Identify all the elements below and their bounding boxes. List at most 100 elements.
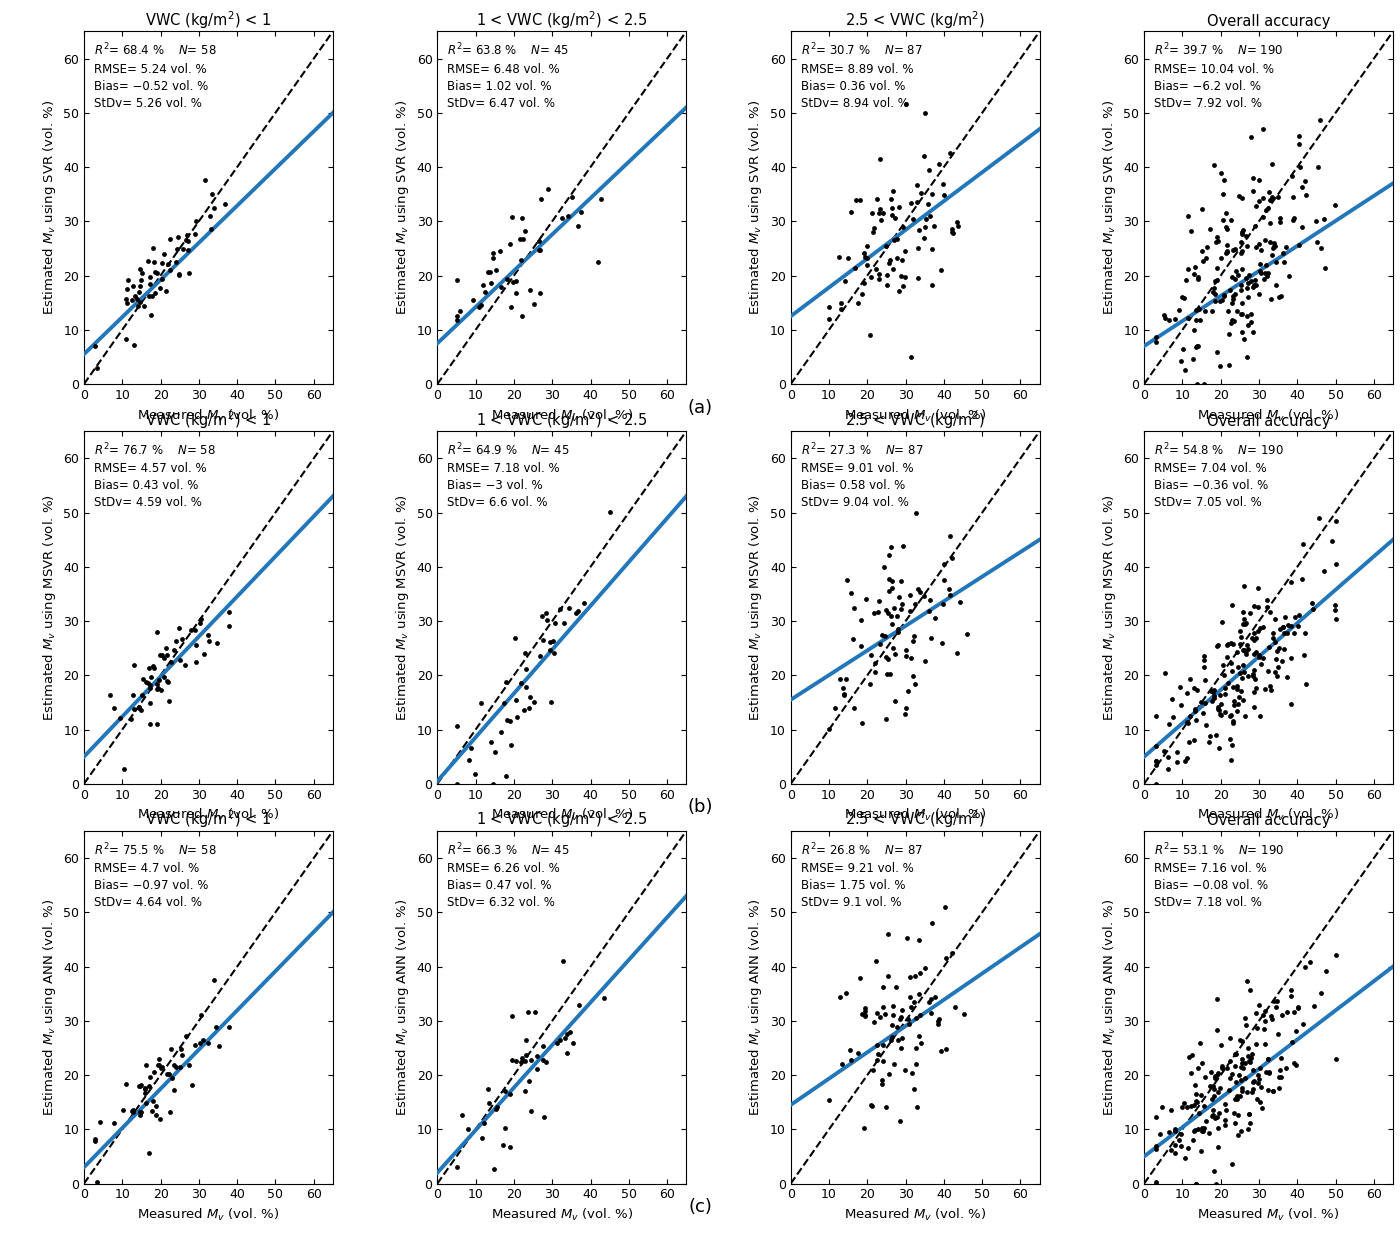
X-axis label: Measured $M_{v}$ (vol. %): Measured $M_{v}$ (vol. %) xyxy=(1197,807,1340,823)
Point xyxy=(1294,622,1316,642)
Point xyxy=(1273,252,1295,272)
Point xyxy=(1231,1121,1253,1141)
Point xyxy=(494,1118,517,1138)
Point xyxy=(1193,650,1215,670)
Point xyxy=(864,218,886,238)
Point xyxy=(1187,300,1210,320)
Point xyxy=(561,1032,584,1053)
Point xyxy=(1236,273,1259,293)
Point xyxy=(1246,1089,1268,1109)
Point xyxy=(930,259,952,279)
Point xyxy=(463,764,486,784)
Point xyxy=(1235,225,1257,246)
Point xyxy=(1243,682,1266,703)
Point xyxy=(1165,1143,1187,1163)
Y-axis label: Estimated $M_{v}$ using SVR (vol. %): Estimated $M_{v}$ using SVR (vol. %) xyxy=(1100,99,1117,316)
Point xyxy=(496,269,518,290)
Point xyxy=(206,1017,228,1037)
Point xyxy=(1238,1104,1260,1124)
Point xyxy=(1324,599,1347,619)
Point xyxy=(151,268,174,288)
Point xyxy=(143,658,165,679)
Point xyxy=(1205,269,1228,290)
Point xyxy=(549,599,571,619)
Point xyxy=(1229,681,1252,701)
Point xyxy=(1259,1063,1281,1083)
Point xyxy=(1242,697,1264,718)
Point xyxy=(1243,217,1266,237)
Point xyxy=(1177,733,1200,753)
Point xyxy=(895,94,917,115)
Point xyxy=(498,234,521,254)
Point xyxy=(948,217,970,237)
Point xyxy=(567,217,589,237)
Point xyxy=(1280,616,1302,636)
Point xyxy=(552,952,574,972)
Point xyxy=(1249,170,1271,190)
Point xyxy=(1288,135,1310,155)
Point xyxy=(1190,1141,1212,1161)
Point xyxy=(1245,271,1267,291)
Point xyxy=(868,590,890,611)
Point xyxy=(1264,235,1287,256)
Point xyxy=(918,160,941,180)
Point xyxy=(139,267,161,287)
Point xyxy=(1275,1058,1298,1078)
Point xyxy=(493,692,515,713)
Point xyxy=(171,628,193,648)
Point xyxy=(1204,1108,1226,1128)
Point xyxy=(144,1104,167,1124)
Point xyxy=(1205,227,1228,247)
Point xyxy=(1264,632,1287,652)
Point xyxy=(1226,679,1249,699)
Point xyxy=(942,223,965,243)
Point xyxy=(1245,237,1267,257)
Point xyxy=(1247,597,1270,617)
Point xyxy=(1179,706,1201,726)
Point xyxy=(486,1098,508,1118)
Point xyxy=(1231,240,1253,261)
Point xyxy=(140,667,162,687)
Point xyxy=(139,694,161,714)
Point xyxy=(1232,220,1254,240)
Point xyxy=(1163,1121,1186,1141)
Point xyxy=(1245,276,1267,296)
Point xyxy=(1259,232,1281,252)
Point xyxy=(1295,185,1317,205)
Point xyxy=(1203,1161,1225,1181)
Point xyxy=(932,554,955,574)
Point xyxy=(1201,1089,1224,1109)
Point xyxy=(532,1036,554,1056)
Y-axis label: Estimated $M_{v}$ using SVR (vol. %): Estimated $M_{v}$ using SVR (vol. %) xyxy=(41,99,57,316)
Point xyxy=(1183,730,1205,750)
Point xyxy=(1221,661,1243,681)
Point xyxy=(889,1112,911,1132)
Point xyxy=(833,685,855,705)
Point xyxy=(169,1039,192,1059)
Point xyxy=(199,206,221,227)
Y-axis label: Estimated $M_{v}$ using MSVR (vol. %): Estimated $M_{v}$ using MSVR (vol. %) xyxy=(748,494,764,721)
Point xyxy=(162,640,185,660)
Point xyxy=(878,923,900,943)
Point xyxy=(1222,695,1245,715)
Point xyxy=(941,222,963,242)
Point xyxy=(921,184,944,204)
Point xyxy=(1214,679,1236,699)
Point xyxy=(1207,990,1229,1010)
Point xyxy=(881,1027,903,1047)
Point xyxy=(1211,290,1233,310)
Text: $R^2$= 39.7 %    $N$= 190
RMSE= 10.04 vol. %
Bias= −6.2 vol. %
StDv= 7.92 vol. %: $R^2$= 39.7 % $N$= 190 RMSE= 10.04 vol. … xyxy=(1154,42,1284,110)
Point xyxy=(930,1041,952,1061)
Point xyxy=(505,690,528,710)
Point xyxy=(134,1093,157,1113)
Point xyxy=(1308,507,1330,528)
Point xyxy=(557,206,580,227)
Point xyxy=(895,242,917,262)
Point xyxy=(1281,1031,1303,1051)
Point xyxy=(1194,694,1217,714)
Point xyxy=(935,1039,958,1059)
X-axis label: Measured $M_{v}$ (vol. %): Measured $M_{v}$ (vol. %) xyxy=(490,807,633,823)
Point xyxy=(818,310,840,330)
Point xyxy=(193,645,216,665)
Point xyxy=(1273,640,1295,660)
